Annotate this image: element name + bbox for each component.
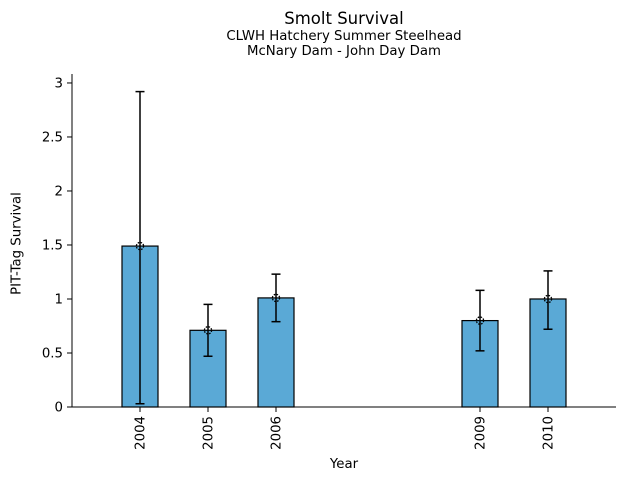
chart-subtitle-line2: McNary Dam - John Day Dam xyxy=(247,44,441,59)
y-tick-label-0: 0 xyxy=(55,401,63,416)
chart-subtitle-line1: CLWH Hatchery Summer Steelhead xyxy=(226,29,462,44)
x-axis-label: Year xyxy=(329,457,359,472)
x-tick-label-2005: 2005 xyxy=(202,416,217,450)
point-marker-2004 xyxy=(135,241,145,251)
y-tick-label-2: 2 xyxy=(55,185,63,200)
y-tick-label-3: 3 xyxy=(55,77,63,92)
x-tick-label-2006: 2006 xyxy=(270,416,285,450)
point-marker-2010 xyxy=(543,294,553,304)
y-tick-label-1: 1 xyxy=(55,293,63,308)
chart-title: Smolt Survival xyxy=(284,9,404,28)
y-tick-label-2.5: 2.5 xyxy=(42,131,63,146)
point-marker-2006 xyxy=(271,293,281,303)
x-tick-label-2009: 2009 xyxy=(474,416,489,450)
point-marker-2005 xyxy=(203,326,213,335)
x-tick-label-2010: 2010 xyxy=(542,416,557,450)
x-tick-label-2004: 2004 xyxy=(134,416,149,450)
point-marker-2009 xyxy=(475,316,485,325)
y-tick-label-0.5: 0.5 xyxy=(42,347,63,362)
y-tick-label-1.5: 1.5 xyxy=(42,239,63,254)
